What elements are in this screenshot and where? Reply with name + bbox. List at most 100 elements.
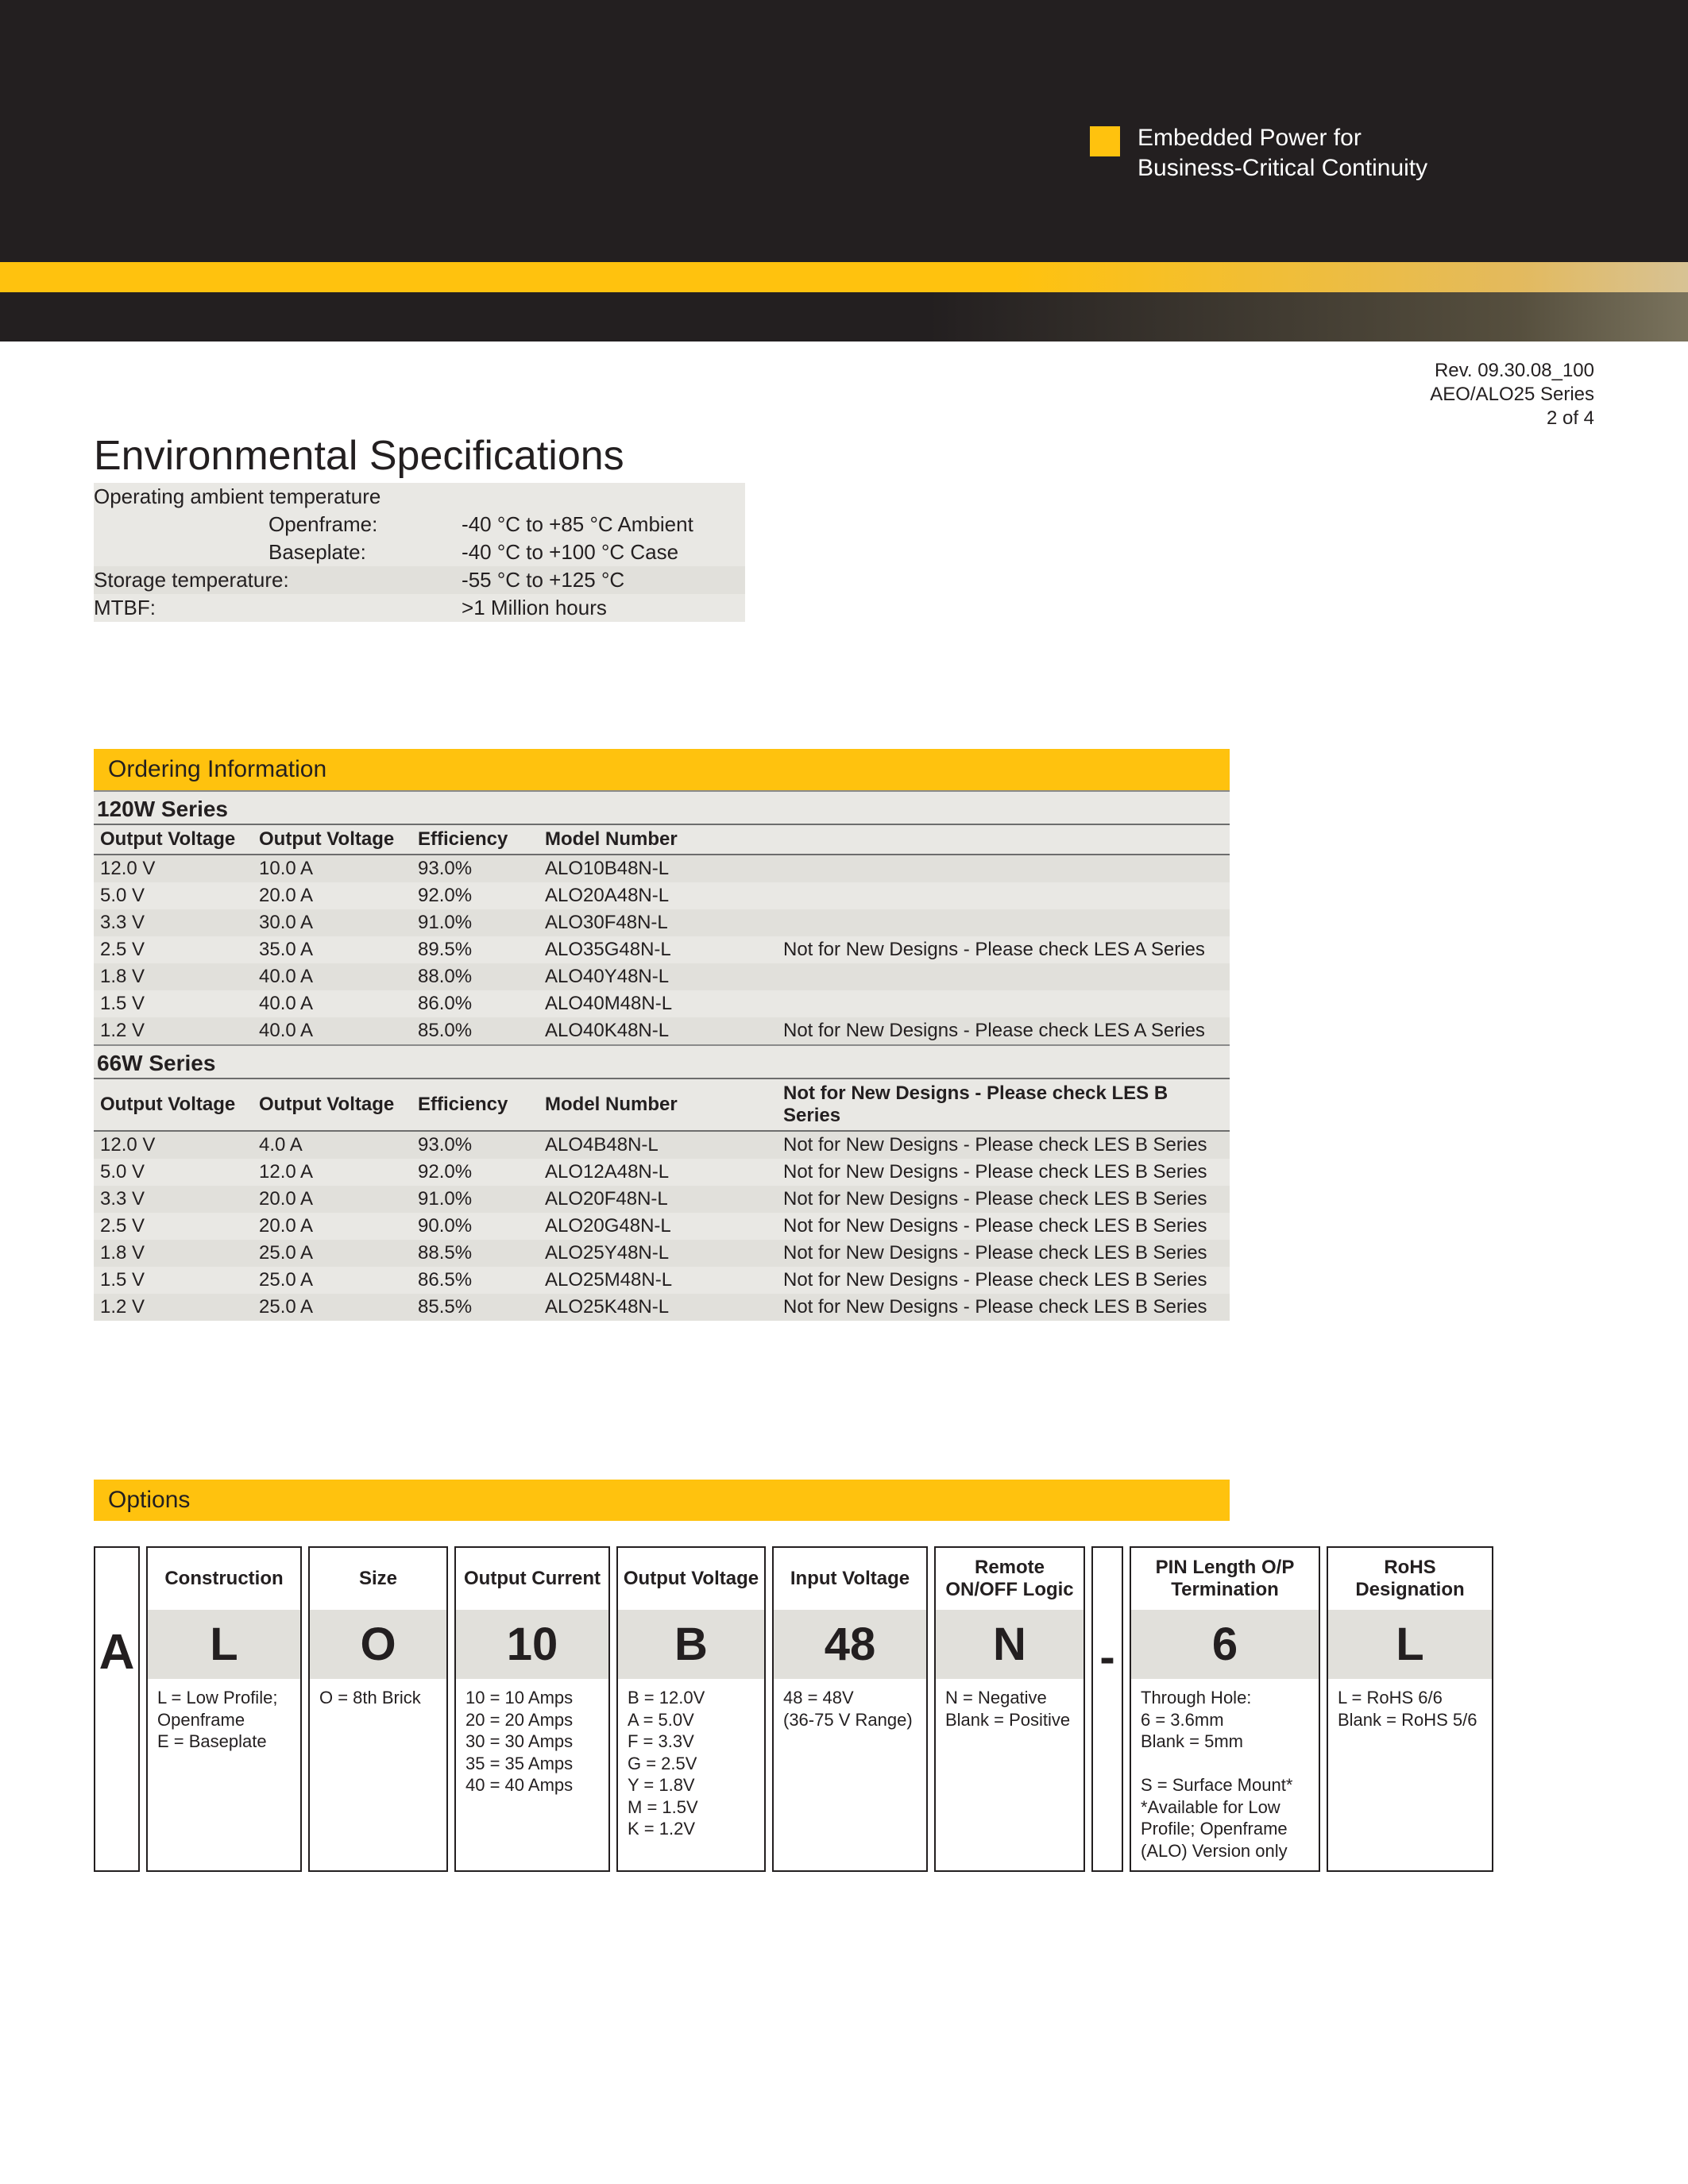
order-row: 5.0 V12.0 A92.0%ALO12A48N-LNot for New D… (94, 1159, 1230, 1186)
order-cell: 40.0 A (253, 1017, 411, 1044)
order-cell: 91.0% (411, 909, 539, 936)
decoder-desc: L = RoHS 6/6 Blank = RoHS 5/6 (1328, 1679, 1492, 1738)
order-row: 12.0 V10.0 A93.0%ALO10B48N-L (94, 855, 1230, 882)
order-table: Output VoltageOutput VoltageEfficiencyMo… (94, 824, 1230, 1044)
order-cell: 88.5% (411, 1240, 539, 1267)
order-row: 3.3 V20.0 A91.0%ALO20F48N-LNot for New D… (94, 1186, 1230, 1213)
order-cell: 88.0% (411, 963, 539, 990)
order-cell: 92.0% (411, 1159, 539, 1186)
decoder-code: O (310, 1610, 446, 1679)
order-cell: 1.8 V (94, 1240, 253, 1267)
page-series: AEO/ALO25 Series (1430, 383, 1594, 407)
order-cell: 3.3 V (94, 909, 253, 936)
order-cell: 25.0 A (253, 1240, 411, 1267)
order-cell: 1.8 V (94, 963, 253, 990)
order-cell: 25.0 A (253, 1267, 411, 1294)
order-row: 1.5 V40.0 A86.0%ALO40M48N-L (94, 990, 1230, 1017)
order-cell: 2.5 V (94, 1213, 253, 1240)
order-cell: ALO10B48N-L (539, 855, 777, 882)
order-cell: 40.0 A (253, 963, 411, 990)
order-row: 1.5 V25.0 A86.5%ALO25M48N-LNot for New D… (94, 1267, 1230, 1294)
order-cell: 20.0 A (253, 1213, 411, 1240)
order-row: 1.2 V25.0 A85.5%ALO25K48N-LNot for New D… (94, 1294, 1230, 1321)
order-cell: 92.0% (411, 882, 539, 909)
decoder-prefix: A (94, 1546, 140, 1872)
env-label: Openframe: (94, 511, 438, 538)
order-row: 5.0 V20.0 A92.0%ALO20A48N-L (94, 882, 1230, 909)
order-cell: 10.0 A (253, 855, 411, 882)
order-cell: ALO40M48N-L (539, 990, 777, 1017)
order-cell: 1.2 V (94, 1294, 253, 1321)
decoder-dash-value: - (1093, 1548, 1122, 1684)
decoder-column-input: Input Voltage4848 = 48V (36-75 V Range) (772, 1546, 928, 1872)
order-cell: ALO20G48N-L (539, 1213, 777, 1240)
order-cell: ALO40Y48N-L (539, 963, 777, 990)
decoder-code: N (936, 1610, 1083, 1679)
header-black-top: Embedded Power for Business-Critical Con… (0, 0, 1688, 262)
order-row: 1.2 V40.0 A85.0%ALO40K48N-LNot for New D… (94, 1017, 1230, 1044)
env-label: Baseplate: (94, 538, 438, 566)
order-row: 1.8 V25.0 A88.5%ALO25Y48N-LNot for New D… (94, 1240, 1230, 1267)
order-note: Not for New Designs - Please check LES B… (777, 1159, 1230, 1186)
order-cell: ALO40K48N-L (539, 1017, 777, 1044)
order-cell: 30.0 A (253, 909, 411, 936)
decoder-dash: - (1091, 1546, 1123, 1872)
order-cell: 85.5% (411, 1294, 539, 1321)
order-cell: 12.0 V (94, 855, 253, 882)
decoder-header: Construction (148, 1548, 300, 1610)
ordering-container: 120W SeriesOutput VoltageOutput VoltageE… (94, 790, 1230, 1321)
order-cell: ALO25M48N-L (539, 1267, 777, 1294)
order-cell: 90.0% (411, 1213, 539, 1240)
decoder-desc: Through Hole: 6 = 3.6mm Blank = 5mm S = … (1131, 1679, 1319, 1870)
order-row: 1.8 V40.0 A88.0%ALO40Y48N-L (94, 963, 1230, 990)
ordering-block: Ordering Information 120W SeriesOutput V… (94, 749, 1230, 1321)
order-col-header: Not for New Designs - Please check LES B… (777, 1078, 1230, 1131)
order-table: Output VoltageOutput VoltageEfficiencyMo… (94, 1078, 1230, 1321)
decoder-header: RoHS Designation (1328, 1548, 1492, 1610)
decoder-desc: 48 = 48V (36-75 V Range) (774, 1679, 926, 1738)
order-note: Not for New Designs - Please check LES B… (777, 1267, 1230, 1294)
order-note (777, 963, 1230, 990)
decoder-header: Size (310, 1548, 446, 1610)
decoder-desc: O = 8th Brick (310, 1679, 446, 1717)
options-block: Options AConstructionLL = Low Profile; O… (94, 1480, 1230, 1872)
order-cell: 12.0 A (253, 1159, 411, 1186)
order-col-header (777, 824, 1230, 855)
decoder-header: Remote ON/OFF Logic (936, 1548, 1083, 1610)
decoder-column-size: SizeOO = 8th Brick (308, 1546, 448, 1872)
order-cell: 86.0% (411, 990, 539, 1017)
order-note (777, 855, 1230, 882)
decoder-column-remote: Remote ON/OFF LogicNN = Negative Blank =… (934, 1546, 1085, 1872)
env-label: MTBF: (94, 594, 438, 622)
header-yellow-stripe (0, 262, 1688, 292)
order-cell: ALO30F48N-L (539, 909, 777, 936)
decoder-column-current: Output Current1010 = 10 Amps 20 = 20 Amp… (454, 1546, 610, 1872)
order-col-header: Output Voltage (253, 824, 411, 855)
brand-tagline-text: Embedded Power for Business-Critical Con… (1138, 123, 1427, 183)
series-name: 66W Series (94, 1044, 1230, 1078)
env-label: Operating ambient temperature (94, 483, 438, 511)
order-row: 2.5 V20.0 A90.0%ALO20G48N-LNot for New D… (94, 1213, 1230, 1240)
order-note: Not for New Designs - Please check LES A… (777, 1017, 1230, 1044)
env-row: Baseplate:-40 °C to +100 °C Case (94, 538, 745, 566)
decoder-header: PIN Length O/P Termination (1131, 1548, 1319, 1610)
order-cell: 2.5 V (94, 936, 253, 963)
order-cell: 5.0 V (94, 882, 253, 909)
order-row: 12.0 V4.0 A93.0%ALO4B48N-LNot for New De… (94, 1131, 1230, 1159)
order-col-header: Output Voltage (253, 1078, 411, 1131)
brand-tagline-line2: Business-Critical Continuity (1138, 153, 1427, 183)
order-cell: ALO20A48N-L (539, 882, 777, 909)
brand-square-icon (1090, 126, 1120, 156)
order-note (777, 882, 1230, 909)
order-cell: 91.0% (411, 1186, 539, 1213)
order-cell: 20.0 A (253, 882, 411, 909)
env-label: Storage temperature: (94, 566, 438, 594)
options-decoder: AConstructionLL = Low Profile; Openframe… (94, 1546, 1593, 1872)
decoder-column-rohs: RoHS DesignationLL = RoHS 6/6 Blank = Ro… (1327, 1546, 1493, 1872)
brand-tagline-line1: Embedded Power for (1138, 123, 1427, 153)
decoder-code: B (618, 1610, 764, 1679)
order-note: Not for New Designs - Please check LES B… (777, 1240, 1230, 1267)
order-cell: ALO4B48N-L (539, 1131, 777, 1159)
order-cell: 5.0 V (94, 1159, 253, 1186)
main-column: Environmental Specifications Operating a… (94, 432, 1593, 1872)
